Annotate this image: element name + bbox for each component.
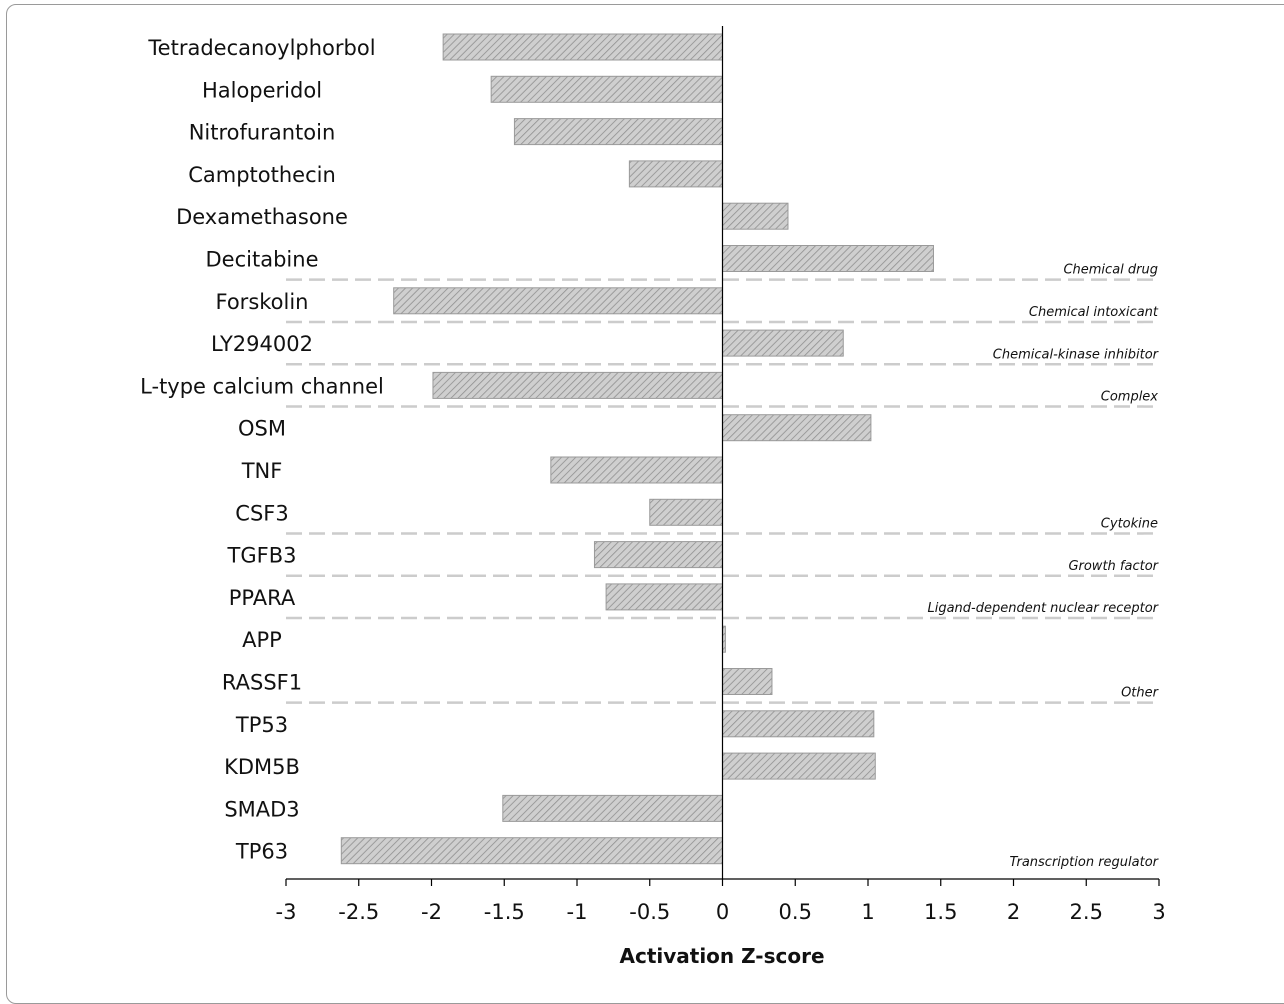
bar-ly294002 (722, 329, 844, 357)
x-tick-label: 2 (1007, 900, 1020, 924)
bar-tnf (550, 456, 723, 484)
group-label: Chemical-kinase inhibitor (993, 347, 1160, 362)
x-tick-label: -1 (567, 900, 588, 924)
bar-dexamethasone (722, 202, 789, 230)
bar-smad3 (502, 794, 724, 822)
category-label: PPARA (229, 586, 296, 610)
category-label: RASSF1 (222, 671, 302, 695)
bar-osm (722, 414, 872, 442)
category-label: APP (242, 628, 282, 652)
x-tick-label: -3 (276, 900, 297, 924)
x-tick-label: -0.5 (629, 900, 670, 924)
group-label: Cytokine (1101, 516, 1158, 531)
category-label: L-type calcium channel (140, 374, 384, 398)
category-label: CSF3 (235, 501, 288, 525)
category-label: Nitrofurantoin (189, 121, 336, 145)
group-label: Chemical intoxicant (1029, 305, 1159, 320)
category-label: TGFB3 (227, 544, 297, 568)
category-label: KDM5B (224, 755, 300, 779)
category-label: Tetradecanoylphorbol (147, 36, 375, 60)
bar-haloperidol (490, 75, 723, 103)
x-tick-label: -2.5 (338, 900, 379, 924)
bar-tetradecanoylphorbol (442, 33, 723, 61)
category-label: Haloperidol (202, 78, 322, 102)
category-label: Forskolin (216, 290, 309, 314)
bar-tp53 (722, 710, 875, 738)
group-label: Other (1121, 686, 1160, 701)
group-label: Transcription regulator (1010, 855, 1160, 870)
x-tick-label: 0 (716, 900, 729, 924)
bar-rassf1 (722, 668, 773, 695)
category-label: LY294002 (211, 332, 313, 356)
group-label: Complex (1101, 390, 1159, 405)
x-tick-label: -2 (421, 900, 442, 924)
group-separators (286, 278, 1159, 704)
category-label: SMAD3 (224, 797, 299, 821)
bar-nitrofurantoin (513, 118, 723, 146)
category-label: OSM (238, 417, 286, 441)
x-tick-label: 1.5 (924, 900, 957, 924)
bar-csf3 (649, 498, 723, 526)
bar-l-type-calcium-channel (432, 371, 723, 399)
bar-ppara (605, 583, 723, 611)
activation-zscore-chart: Tetradecanoylphorbol Haloperidol Nitrofura… (140, 26, 1166, 966)
bar-kdm5b (722, 752, 876, 780)
category-label: TP63 (235, 840, 288, 864)
x-tick-label: 2.5 (1070, 900, 1103, 924)
x-tick-label: 0.5 (779, 900, 812, 924)
bar-tgfb3 (593, 541, 724, 569)
x-tick-label: 1 (861, 900, 874, 924)
axes: -3 -2.5 -2 -1.5 -1 -0.5 0 0.5 1 1.5 2 2.5 3 (276, 26, 1166, 924)
category-label: Decitabine (206, 248, 319, 272)
group-label: Growth factor (1068, 559, 1159, 574)
x-tick-label: 3 (1152, 900, 1165, 924)
x-tick-label: -1.5 (484, 900, 525, 924)
bar-camptothecin (628, 160, 724, 188)
category-label: Camptothecin (188, 163, 336, 187)
x-axis-title: Activation Z-score (619, 944, 824, 966)
bar-decitabine (722, 245, 934, 272)
category-label: TNF (241, 459, 283, 483)
bars (340, 33, 934, 865)
bar-tp63 (340, 837, 723, 865)
group-label: Chemical drug (1063, 263, 1158, 278)
group-label: Ligand-dependent nuclear receptor (927, 601, 1159, 616)
category-label: TP53 (235, 713, 288, 737)
bar-forskolin (393, 287, 723, 315)
category-labels: Tetradecanoylphorbol Haloperidol Nitrofura… (140, 36, 384, 864)
category-label: Dexamethasone (176, 205, 348, 229)
group-labels: Chemical drug Chemical intoxicant Chemical… (927, 263, 1159, 870)
